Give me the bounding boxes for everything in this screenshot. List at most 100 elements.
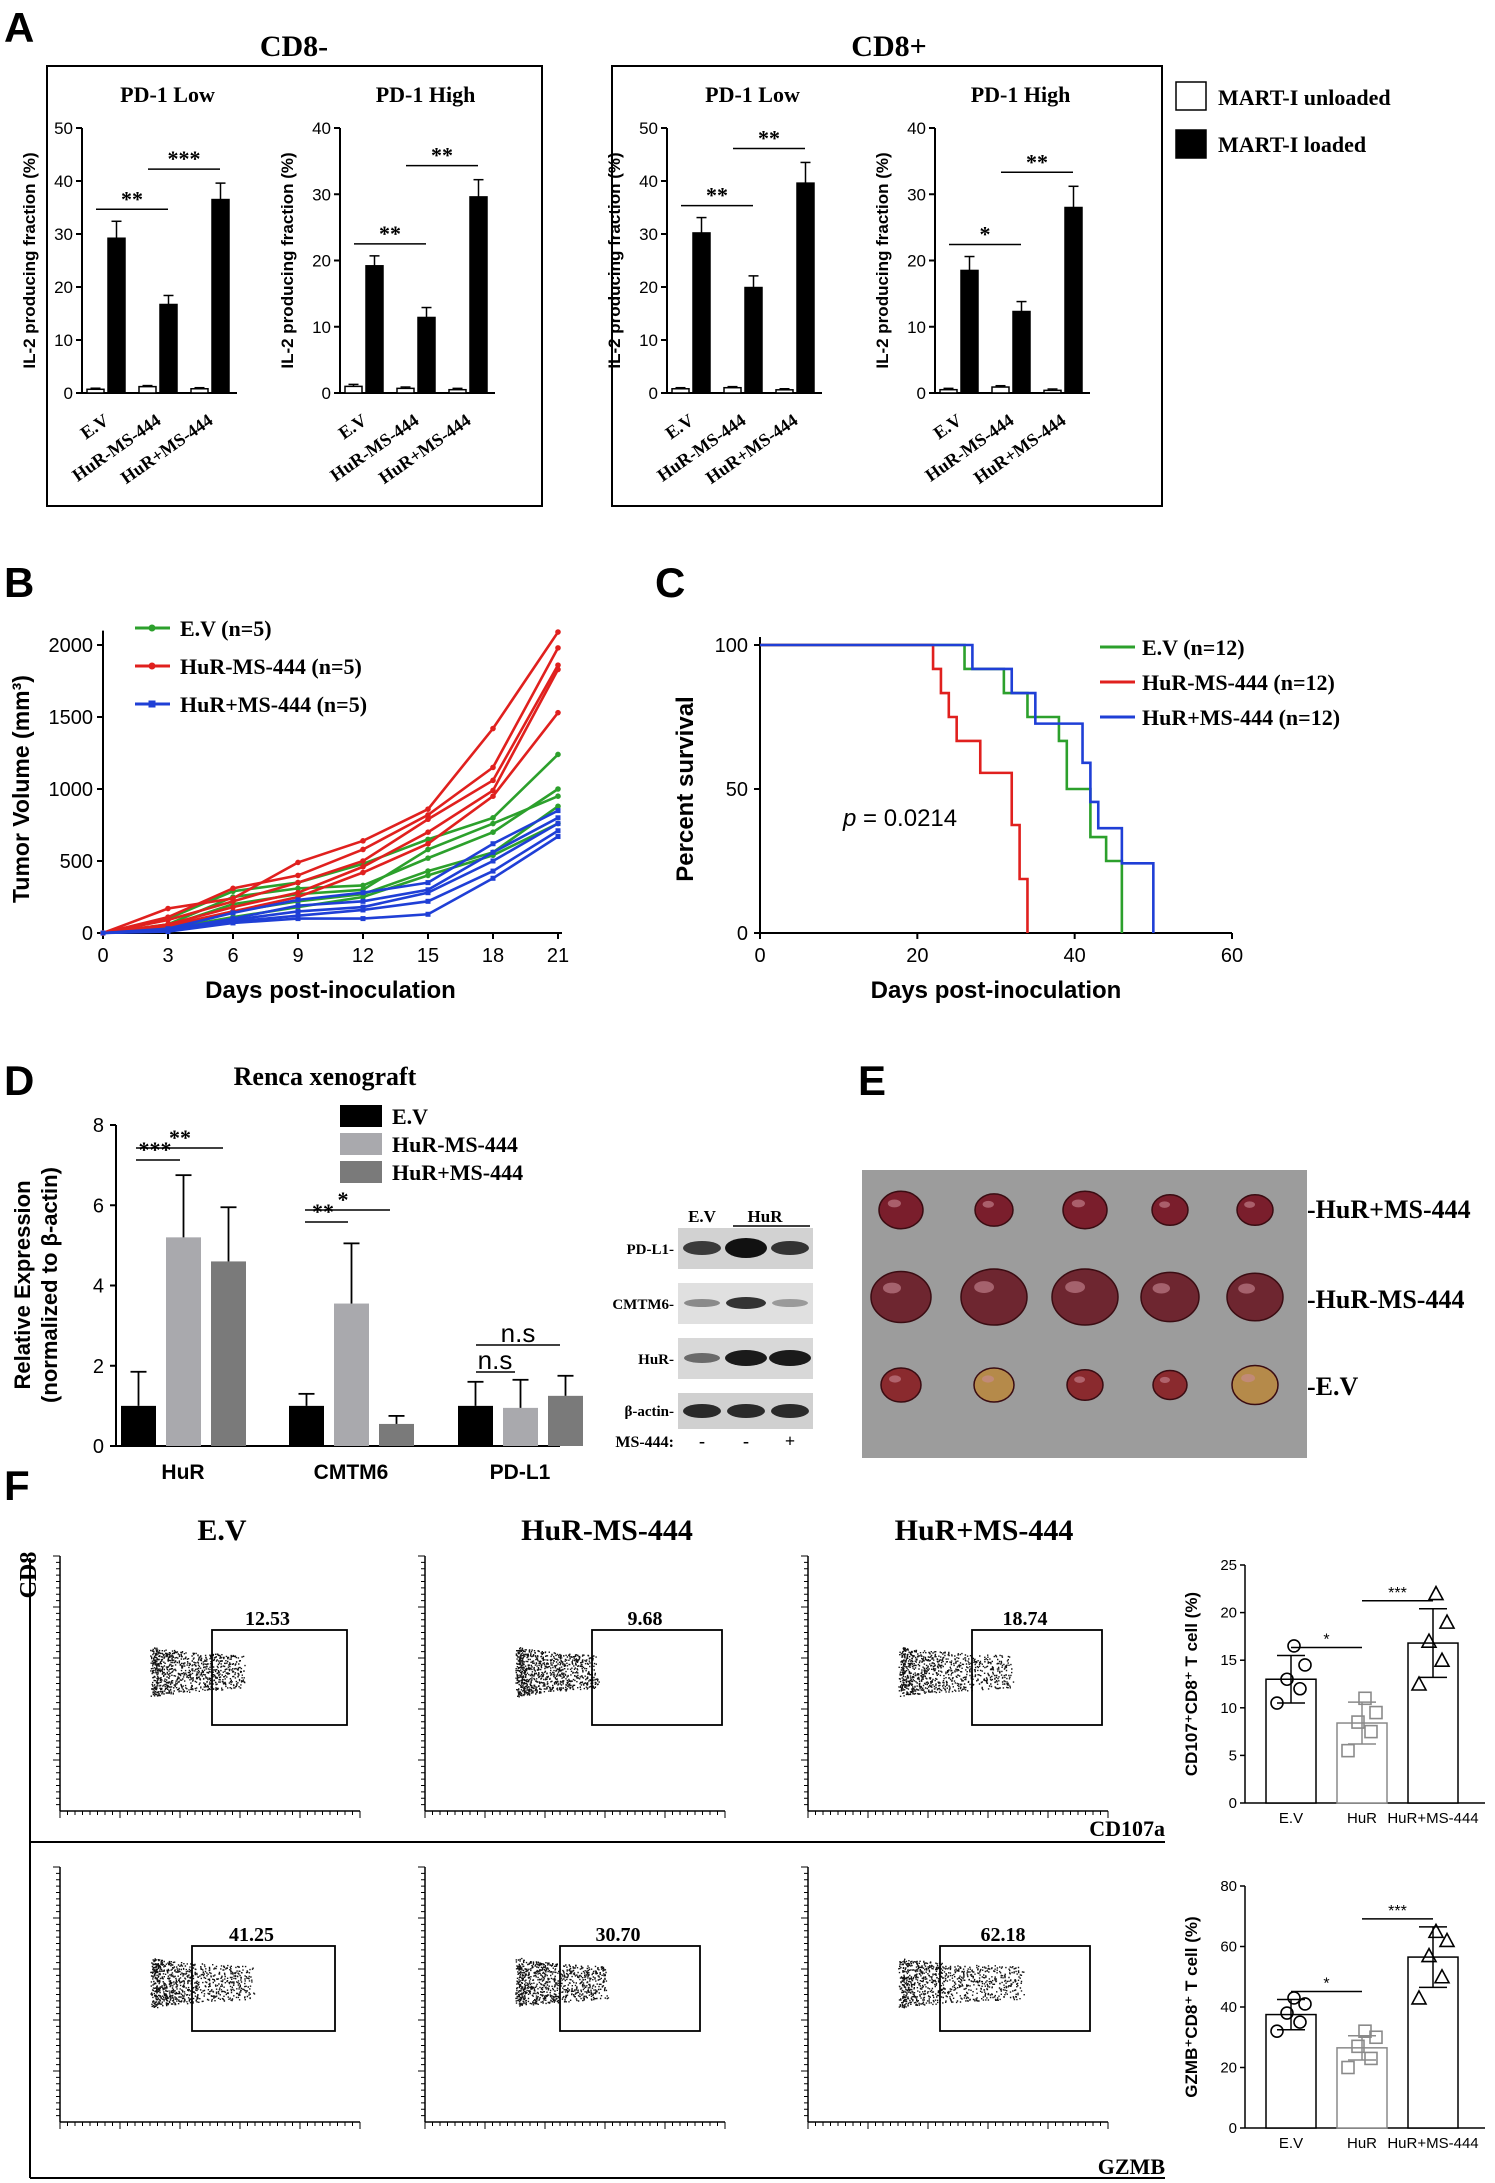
x-tick-label: E.V (1279, 1810, 1303, 1827)
data-point (1351, 1715, 1365, 1729)
y-axis-label: IL-2 producing fraction (%) (605, 152, 624, 368)
gate-percentage: 30.70 (596, 1924, 641, 1946)
legend-label-hur-minus-survival: HuR-MS-444 (n=12) (1142, 670, 1335, 695)
y-tick-label: 0 (917, 384, 926, 403)
y-tick-label: 1000 (49, 779, 94, 801)
bar-loaded (159, 303, 178, 394)
bar-unloaded (448, 388, 467, 394)
data-point (555, 821, 561, 827)
band-actin-lane2 (727, 1404, 765, 1418)
legend-swatch-d-hur-minus (340, 1133, 382, 1155)
data-point (425, 836, 431, 843)
panel-a-frame-cd8-neg (46, 65, 543, 507)
blot-label-pdl1: PD-L1- (627, 1242, 675, 1258)
bar-loaded (1012, 310, 1031, 394)
bar (289, 1405, 324, 1446)
data-point (425, 855, 431, 861)
band-cmtm6-lane1 (684, 1299, 720, 1307)
tumor-highlight (1071, 1199, 1085, 1208)
legend-swatch-d-hur-plus (340, 1161, 382, 1183)
x-tick-label: 9 (292, 945, 303, 967)
y-tick-label: 0 (322, 384, 331, 403)
data-point (1341, 1743, 1355, 1758)
data-point (555, 815, 561, 821)
data-point (425, 840, 431, 847)
data-point (100, 930, 106, 936)
panel-d-chart: 0 2 4 6 8 Relative Expression (normalized to β… (10, 1115, 583, 1484)
legend-marker-ev (148, 624, 156, 632)
data-point (230, 898, 236, 905)
tumor-highlight (974, 1281, 994, 1294)
chart-title: PD-1 Low (705, 82, 800, 107)
bar-loaded (107, 237, 126, 394)
blot-treatment-lane1: - (699, 1431, 705, 1451)
tumor-highlight (1241, 1373, 1255, 1383)
significance-label: * (338, 1187, 349, 1212)
data-point (425, 887, 431, 893)
tumor-specimen (973, 1367, 1015, 1403)
data-point (165, 917, 171, 923)
tumor-specimen (1140, 1271, 1200, 1323)
panel-a-group-title-cd8-neg: CD8- (260, 30, 328, 63)
blot-label-hur: HuR- (638, 1352, 674, 1368)
panel-letter-f: F (4, 1462, 30, 1509)
tumor-highlight (1152, 1283, 1171, 1294)
y-tick-label: 50 (639, 119, 658, 138)
flow-events (898, 1958, 1025, 2009)
data-point (1358, 1691, 1372, 1706)
y-axis-label: IL-2 producing fraction (%) (873, 152, 892, 368)
chart-title: PD-1 Low (120, 82, 215, 107)
x-tick-label: PD-L1 (490, 1461, 551, 1484)
y-tick-label: 20 (1220, 1605, 1237, 1622)
bar (458, 1405, 493, 1446)
bar (121, 1405, 156, 1446)
band-actin-lane3 (771, 1404, 809, 1418)
y-tick-label: 0 (93, 1436, 104, 1458)
data-point (360, 858, 366, 864)
summary-chart: 0 5 10 15 20 25 CD107⁺CD8⁺ T cell (%) E.V HuR HuR… (1182, 1557, 1485, 1827)
tumor-highlight (1159, 1376, 1170, 1383)
data-point (555, 786, 561, 792)
summary-chart: 0 20 40 60 80 GZMB⁺CD8⁺ T cell (%) E.V HuR HuR+M… (1182, 1878, 1485, 2152)
photo-row-label-hur-minus: -HuR-MS-444 (1307, 1285, 1464, 1314)
data-point (1420, 1946, 1438, 1963)
significance-label: n.s (478, 1345, 513, 1375)
x-tick-label: 12 (352, 945, 374, 967)
tumor-specimen (880, 1367, 922, 1403)
flow-events (515, 1957, 610, 2007)
y-tick-label: 20 (312, 252, 331, 271)
y-axis-label: CD107⁺CD8⁺ T cell (%) (1182, 1592, 1201, 1776)
panel-letter-b: B (4, 559, 34, 606)
flow-events (150, 1647, 246, 1697)
panel-b-legend: E.V (n=5) HuR-MS-444 (n=5) HuR+MS-444 (n… (135, 616, 367, 717)
legend-label-d-hur-plus: HuR+MS-444 (392, 1160, 523, 1185)
significance-label: *** (1388, 1585, 1407, 1602)
significance-label: ** (121, 186, 143, 211)
bar-unloaded (723, 386, 742, 394)
gate-percentage: 9.68 (628, 1608, 663, 1630)
tumor-specimen (1236, 1193, 1274, 1227)
data-point (490, 793, 496, 799)
gate-percentage: 62.18 (981, 1924, 1026, 1946)
data-point (295, 879, 301, 886)
band-pdl1-lane2 (725, 1238, 767, 1258)
x-tick-label: 0 (97, 945, 108, 967)
data-point (1364, 1724, 1378, 1739)
data-point (425, 806, 431, 812)
panel-a-charts: PD-1 Low 0 10 20 30 40 50 IL-2 producing fracti… (20, 82, 1090, 488)
significance-label: ** (706, 183, 728, 208)
significance-label: *** (168, 146, 201, 171)
tumor-specimen (1226, 1272, 1284, 1322)
legend-label-unloaded: MART-I unloaded (1218, 85, 1391, 110)
data-point (425, 911, 431, 917)
y-axis-label: IL-2 producing fraction (%) (278, 152, 297, 368)
data-point (1287, 1639, 1301, 1653)
chart-title: PD-1 High (376, 82, 476, 107)
legend-label-hur-minus: HuR-MS-444 (n=5) (180, 654, 362, 679)
gate-percentage: 12.53 (245, 1608, 290, 1630)
y-tick-label: 8 (93, 1115, 104, 1137)
flow-gate (591, 1629, 723, 1726)
data-point (360, 838, 366, 844)
y-tick-label: 30 (907, 185, 926, 204)
y-axis-label: GZMB⁺CD8⁺ T cell (%) (1182, 1916, 1201, 2097)
